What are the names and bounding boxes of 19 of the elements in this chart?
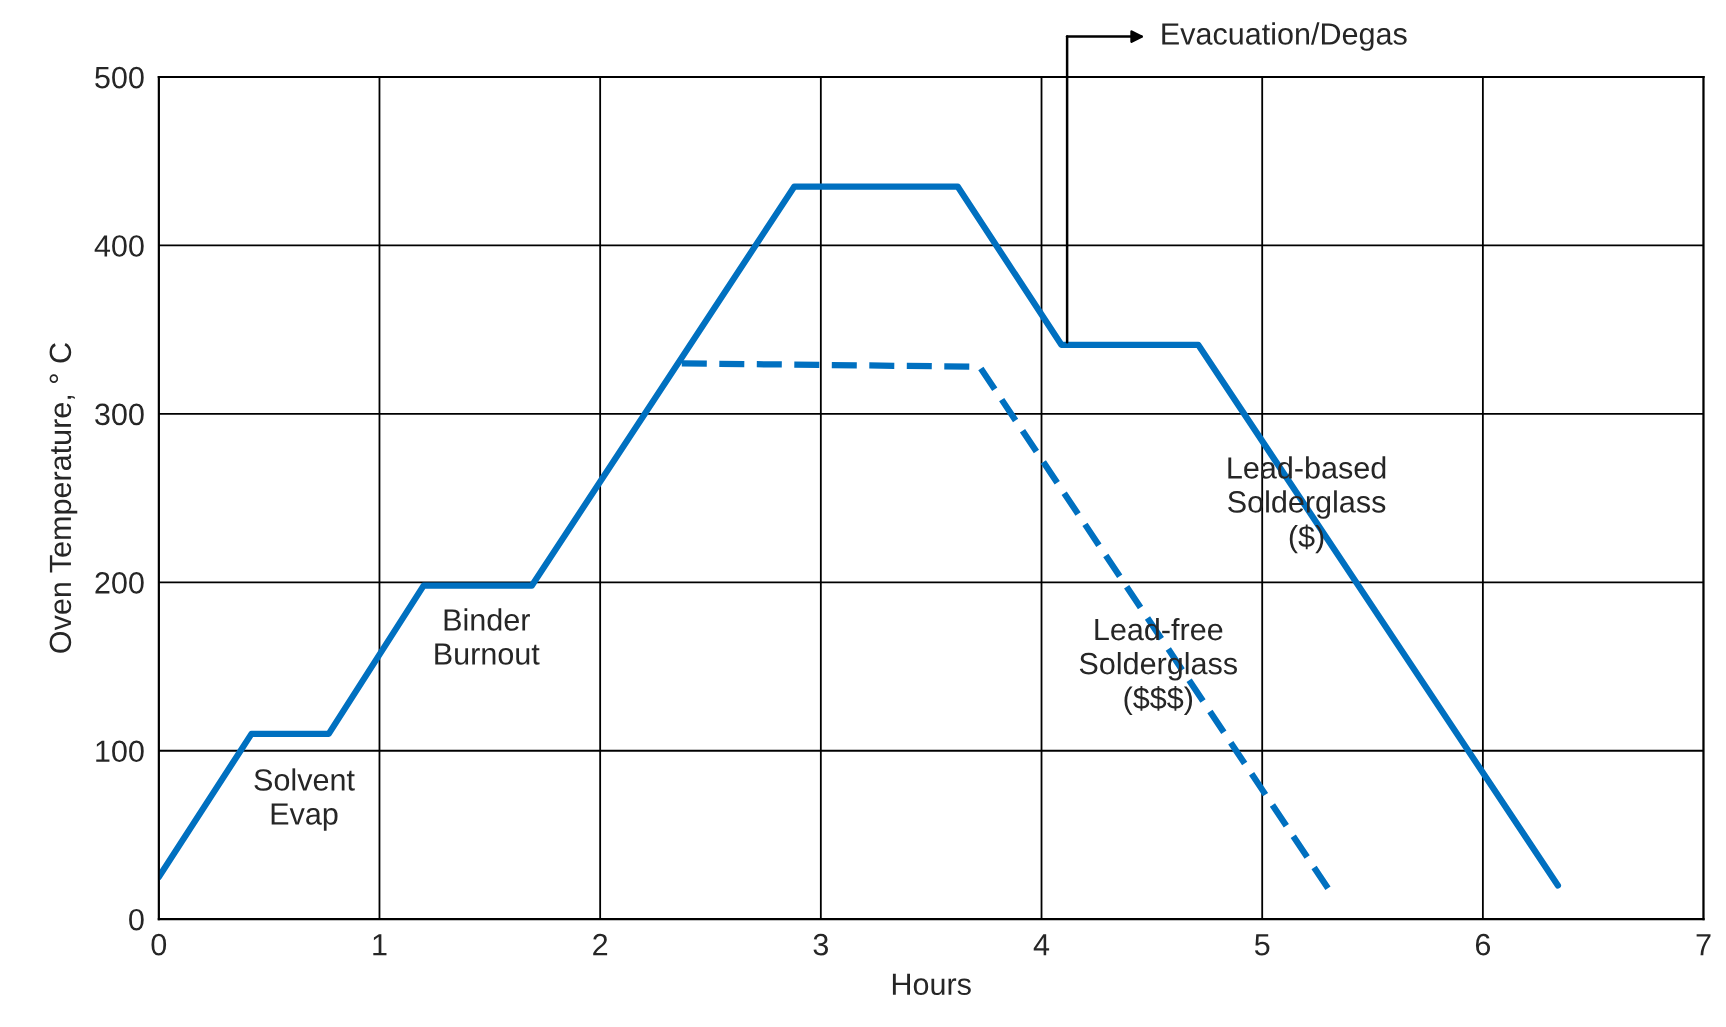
x-tick-label: 3 (813, 933, 828, 956)
y-tick-label: 100 (96, 740, 144, 763)
y-axis-title: Oven Temperature, ° C (49, 343, 78, 653)
x-tick-label: 2 (593, 933, 608, 956)
y-tick-label: 200 (95, 572, 144, 594)
x-tick-label: 1 (373, 934, 387, 956)
y-tick-label: 0 (129, 908, 144, 931)
x-tick-label: 5 (1254, 934, 1270, 956)
y-tick-label: 300 (95, 403, 144, 426)
annotation: Solvent Evap (254, 768, 355, 831)
x-axis-title: Hours (892, 973, 971, 996)
annotation: Binder Burnout (435, 608, 540, 665)
y-tick-label: 400 (94, 235, 144, 257)
text: Evacuation/Degas (1162, 22, 1407, 51)
x-tick-label: 6 (1475, 933, 1491, 956)
x-tick-label: 4 (1033, 934, 1050, 956)
y-tick-label: 500 (95, 66, 144, 89)
x-tick-label: 0 (151, 933, 167, 956)
x-tick-label: 7 (1696, 934, 1711, 956)
